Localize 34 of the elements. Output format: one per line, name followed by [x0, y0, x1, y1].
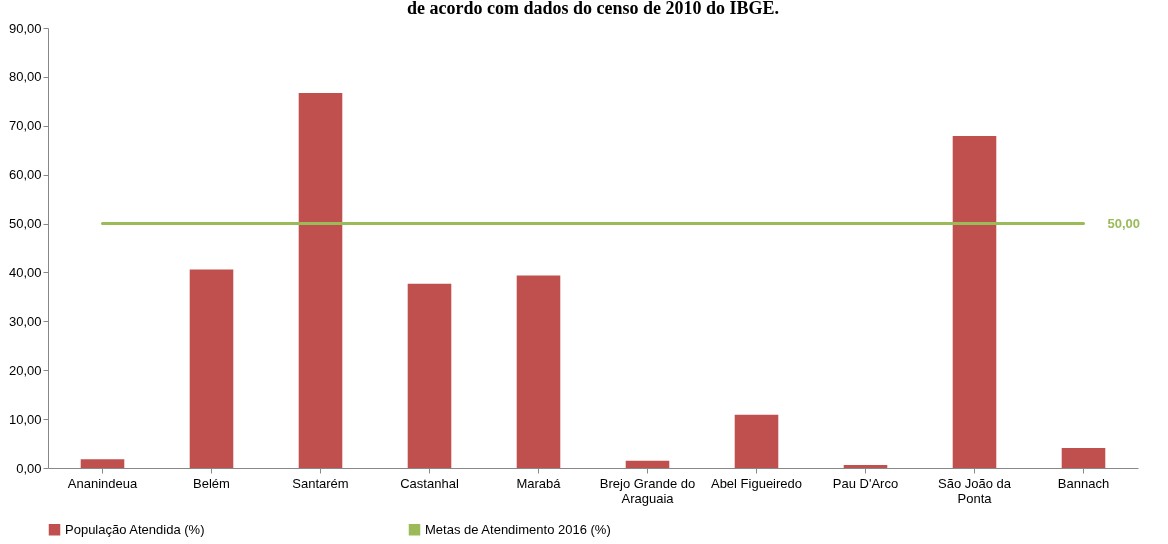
x-tick-label: Marabá	[516, 475, 562, 491]
bar	[516, 275, 561, 468]
x-tick-label: Castanhal	[400, 475, 459, 491]
bar	[80, 459, 125, 468]
x-tick-label: Pau D'Arco	[832, 475, 899, 491]
x-tick-label: Brejo Grande do Araguaia	[599, 475, 696, 506]
bar	[952, 136, 997, 468]
x-tick-label: Bannach	[1057, 475, 1110, 491]
y-tick-label: 10,00	[8, 411, 42, 427]
y-tick-label: 0,00	[16, 460, 42, 476]
data-label: 50,00	[1107, 215, 1141, 231]
x-tick-label: Abel Figueiredo	[710, 475, 803, 491]
y-tick-label: 60,00	[8, 167, 42, 183]
bar	[843, 465, 888, 468]
y-tick-label: 40,00	[8, 264, 42, 280]
y-tick-label: 80,00	[8, 69, 42, 85]
y-tick-label: 70,00	[8, 118, 42, 134]
y-tick-label: 90,00	[8, 20, 42, 36]
x-tick-label: São João da Ponta	[937, 475, 1012, 506]
legend-label: Metas de Atendimento 2016 (%)	[425, 521, 611, 537]
bar	[1061, 447, 1106, 468]
y-tick-label: 20,00	[8, 362, 42, 378]
chart-title: de acordo com dados do censo de 2010 do IBGE.	[406, 0, 780, 18]
bar	[625, 460, 670, 468]
x-tick-label: Ananindeua	[67, 475, 138, 491]
y-tick-label: 50,00	[8, 216, 42, 232]
bar	[734, 414, 779, 468]
x-tick-label: Santarém	[292, 475, 349, 491]
bar	[407, 283, 452, 468]
bar	[298, 93, 343, 468]
bar	[189, 269, 234, 468]
y-tick-label: 30,00	[8, 313, 42, 329]
x-tick-label: Belém	[193, 475, 230, 491]
legend-label: População Atendida (%)	[65, 521, 205, 537]
